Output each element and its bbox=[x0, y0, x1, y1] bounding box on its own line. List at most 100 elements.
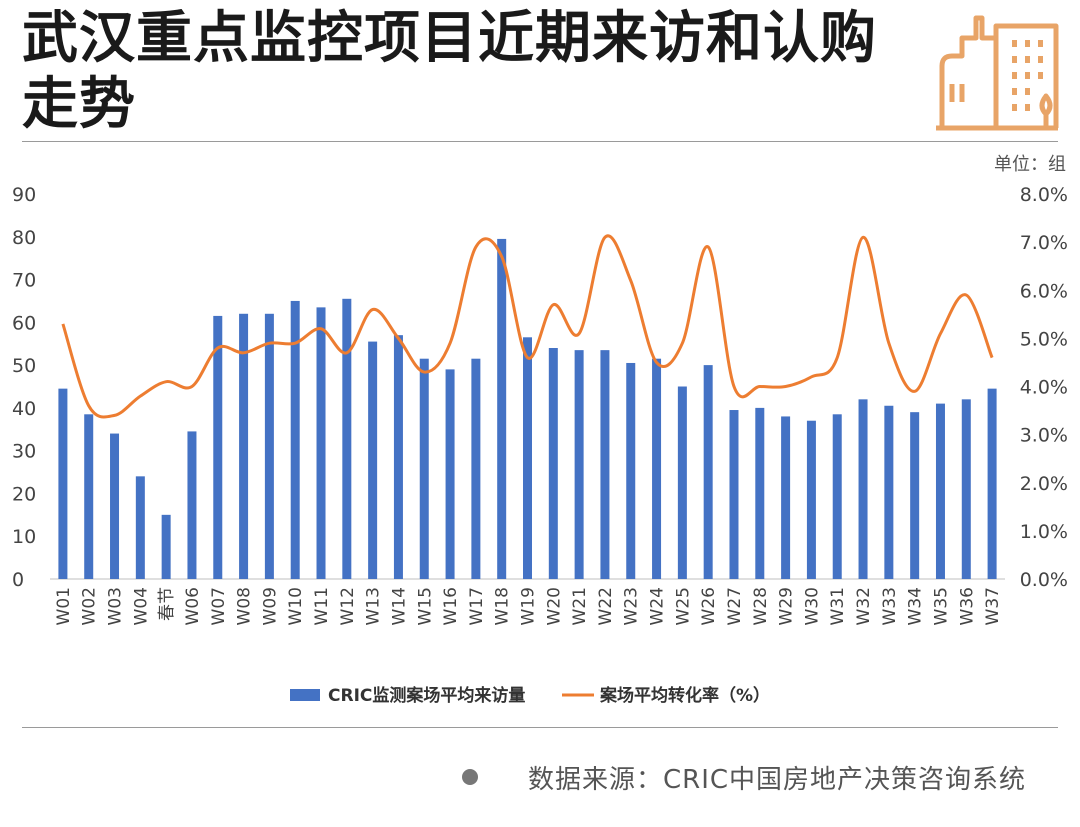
bar bbox=[239, 313, 249, 579]
bar bbox=[574, 350, 584, 579]
bar bbox=[523, 337, 532, 579]
y2-axis-tick-label: 7.0% bbox=[1020, 232, 1068, 254]
bar bbox=[832, 414, 842, 579]
x-axis-tick-label: W16 bbox=[441, 587, 461, 625]
x-axis-tick-label: W07 bbox=[209, 587, 229, 625]
bar bbox=[781, 416, 791, 579]
x-axis-tick-label: W18 bbox=[493, 587, 513, 625]
x-axis-tick-label: W36 bbox=[957, 587, 977, 625]
x-axis-tick-label: W34 bbox=[906, 587, 926, 625]
x-axis-tick-label: W02 bbox=[80, 587, 100, 625]
bar bbox=[84, 414, 94, 579]
y-axis-tick-label: 60 bbox=[12, 312, 36, 334]
y-axis-tick-label: 20 bbox=[12, 483, 36, 505]
bar bbox=[987, 388, 997, 579]
x-axis-tick-label: W06 bbox=[183, 587, 203, 625]
legend-bar-swatch bbox=[290, 689, 320, 701]
x-axis-tick-label: W03 bbox=[106, 587, 126, 625]
bar bbox=[110, 433, 120, 579]
x-axis-tick-label: W23 bbox=[622, 587, 642, 625]
x-axis-tick-label: W09 bbox=[260, 587, 280, 625]
bar bbox=[858, 399, 868, 579]
x-axis-tick-label: W04 bbox=[131, 587, 151, 625]
bar bbox=[910, 412, 920, 579]
bar bbox=[935, 403, 945, 579]
y2-axis-tick-label: 2.0% bbox=[1020, 473, 1068, 495]
y2-axis-tick-label: 5.0% bbox=[1020, 328, 1068, 350]
title-divider bbox=[22, 141, 1058, 142]
x-axis-tick-label: W35 bbox=[931, 587, 951, 625]
x-axis-tick-label: W13 bbox=[364, 587, 384, 625]
x-axis-tick-label: W17 bbox=[467, 587, 487, 625]
bar bbox=[368, 341, 378, 579]
x-axis-tick-label: W12 bbox=[338, 587, 358, 625]
bar bbox=[729, 410, 739, 579]
x-axis-tick-label: W20 bbox=[544, 587, 564, 625]
bar bbox=[342, 298, 352, 579]
y2-axis-tick-label: 6.0% bbox=[1020, 280, 1068, 302]
bar bbox=[135, 476, 145, 579]
y2-axis-tick-label: 3.0% bbox=[1020, 425, 1068, 447]
legend-label: CRIC监测案场平均来访量 bbox=[328, 685, 525, 706]
y-axis-tick-label: 70 bbox=[12, 270, 36, 292]
x-axis-tick-label: W37 bbox=[983, 587, 1003, 625]
source-note: 数据来源：CRIC中国房地产决策咨询系统 bbox=[462, 760, 1027, 795]
x-axis-tick-label: W01 bbox=[54, 587, 74, 625]
x-axis-tick-label: W19 bbox=[519, 587, 539, 625]
x-axis-tick-label: W33 bbox=[880, 587, 900, 625]
bullet-icon bbox=[462, 769, 478, 785]
x-axis-tick-label: W08 bbox=[235, 587, 255, 625]
building-icon bbox=[930, 6, 1064, 134]
x-axis-tick-label: W24 bbox=[648, 587, 668, 625]
x-axis-tick-label: W15 bbox=[415, 587, 435, 625]
bar bbox=[677, 386, 687, 579]
y-axis-tick-label: 50 bbox=[12, 355, 36, 377]
footer-divider bbox=[22, 727, 1058, 728]
x-axis-tick-label: W31 bbox=[828, 587, 848, 625]
bar bbox=[703, 365, 713, 579]
bar bbox=[445, 369, 455, 579]
y2-axis-tick-label: 4.0% bbox=[1020, 377, 1068, 399]
source-text: 数据来源：CRIC中国房地产决策咨询系统 bbox=[528, 764, 1027, 795]
y2-axis-tick-label: 0.0% bbox=[1020, 569, 1068, 591]
y-axis-tick-label: 40 bbox=[12, 398, 36, 420]
bar bbox=[497, 238, 507, 579]
bar bbox=[290, 300, 300, 579]
x-axis-tick-label: W27 bbox=[725, 587, 745, 625]
x-axis-tick-label: W29 bbox=[777, 587, 797, 625]
x-axis-tick-label: 春节 bbox=[157, 587, 177, 621]
y2-axis-tick-label: 8.0% bbox=[1020, 184, 1068, 206]
unit-label: 单位：组 bbox=[994, 154, 1066, 175]
y-axis-tick-label: 10 bbox=[12, 526, 36, 548]
y2-axis-tick-label: 1.0% bbox=[1020, 521, 1068, 543]
chart-title: 武汉重点监控项目近期来访和认购走势 bbox=[22, 6, 877, 137]
bar bbox=[419, 358, 429, 579]
y-axis-tick-label: 30 bbox=[12, 441, 36, 463]
x-axis-tick-label: W26 bbox=[699, 587, 719, 625]
bar bbox=[471, 358, 481, 579]
bar bbox=[884, 405, 894, 579]
legend-label: 案场平均转化率（%） bbox=[599, 685, 770, 706]
y-axis-tick-label: 0 bbox=[12, 569, 24, 591]
x-axis-tick-label: W14 bbox=[389, 587, 409, 625]
bar bbox=[600, 350, 610, 579]
x-axis-tick-label: W30 bbox=[802, 587, 822, 625]
x-axis-tick-label: W32 bbox=[854, 587, 874, 625]
bar bbox=[213, 315, 223, 579]
bar bbox=[548, 348, 558, 579]
bar bbox=[264, 313, 274, 579]
bar bbox=[58, 388, 68, 579]
x-axis-tick-label: W25 bbox=[673, 587, 693, 625]
bar bbox=[755, 407, 765, 579]
x-axis-tick-label: W22 bbox=[596, 587, 616, 625]
bar bbox=[652, 358, 662, 579]
x-axis-tick-label: W11 bbox=[312, 587, 332, 625]
bar bbox=[806, 420, 816, 579]
bar bbox=[626, 362, 636, 579]
y-axis-tick-label: 80 bbox=[12, 227, 36, 249]
bar bbox=[187, 431, 197, 579]
bar bbox=[961, 399, 971, 579]
y-axis-tick-label: 90 bbox=[12, 184, 36, 206]
chart: 0 10 20 30 40 50 60 70 80 90 0.0% 1.0% 2.0% 3.0% 4.0% 5… bbox=[12, 184, 1068, 706]
bar bbox=[161, 514, 171, 579]
